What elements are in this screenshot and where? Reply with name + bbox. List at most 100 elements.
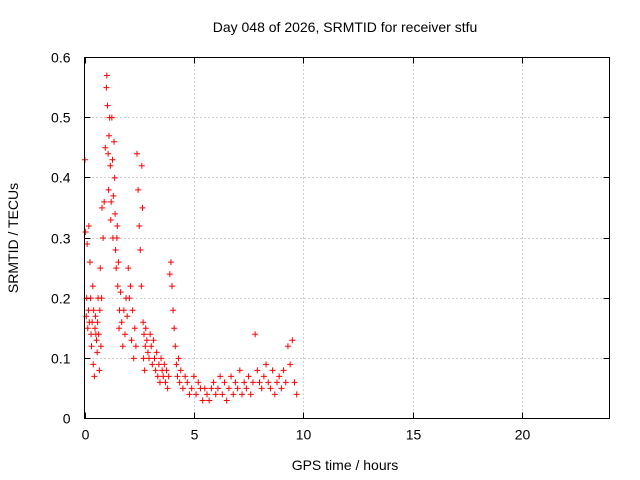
data-point — [103, 72, 110, 79]
y-tick-label: 0 — [63, 411, 71, 427]
x-tick-label: 5 — [191, 427, 199, 443]
data-point — [137, 247, 144, 254]
data-point — [184, 379, 191, 386]
data-point — [100, 235, 107, 241]
data-point — [84, 241, 91, 248]
data-point — [114, 222, 121, 229]
data-point — [103, 84, 110, 91]
plot-frame — [84, 57, 610, 419]
data-point — [121, 331, 128, 338]
data-point — [141, 331, 147, 338]
data-point — [111, 174, 118, 181]
data-point — [190, 373, 197, 380]
data-point — [175, 355, 182, 362]
data-point — [223, 397, 230, 404]
data-point — [217, 373, 224, 380]
data-point — [169, 283, 175, 290]
data-point — [177, 367, 184, 374]
data-point — [116, 325, 123, 332]
data-point — [146, 355, 153, 362]
data-point — [132, 343, 139, 350]
data-point — [199, 397, 206, 404]
data-point — [138, 162, 145, 169]
data-point — [225, 385, 232, 392]
data-point — [201, 385, 208, 392]
data-point — [278, 385, 285, 392]
data-point — [117, 289, 124, 296]
data-point — [109, 156, 116, 163]
data-point — [239, 391, 245, 398]
data-point — [160, 373, 167, 380]
data-point — [130, 355, 137, 362]
data-point — [210, 379, 217, 386]
data-point — [96, 307, 103, 314]
data-point — [204, 391, 210, 398]
data-point — [95, 331, 102, 338]
data-point — [115, 259, 122, 266]
data-point — [128, 337, 135, 344]
data-point — [252, 331, 259, 338]
data-point — [179, 385, 186, 392]
data-point — [112, 210, 119, 217]
data-point — [112, 247, 119, 254]
data-point — [113, 265, 120, 272]
data-point — [156, 379, 163, 386]
data-point — [144, 349, 151, 356]
tick-labels: 0 5 10 15 20 0 0.1 0.2 0.3 0.4 0.5 0.6 — [51, 50, 530, 443]
data-point — [188, 385, 195, 392]
data-point — [280, 367, 287, 374]
data-point — [172, 343, 179, 350]
data-point — [99, 204, 105, 211]
data-point — [289, 337, 296, 344]
data-point — [108, 114, 115, 121]
x-tick-label: 20 — [515, 427, 531, 443]
data-point — [85, 307, 92, 314]
data-point — [236, 367, 243, 374]
x-tick-label: 0 — [82, 427, 90, 443]
data-point — [124, 313, 131, 320]
data-point — [260, 373, 267, 380]
axis-ticks — [84, 57, 610, 419]
y-tick-label: 0.1 — [51, 351, 71, 367]
data-point — [263, 361, 270, 368]
data-point — [219, 391, 226, 398]
data-point — [158, 355, 165, 362]
data-point — [241, 379, 248, 386]
data-point — [105, 186, 112, 193]
data-point — [153, 349, 160, 356]
x-tick-label: 10 — [296, 427, 312, 443]
data-point — [232, 379, 239, 386]
data-point — [267, 385, 274, 392]
data-point — [86, 259, 93, 266]
data-point — [118, 319, 125, 326]
data-point — [141, 367, 148, 374]
data-point — [249, 379, 256, 386]
data-point — [140, 319, 147, 326]
data-point — [143, 337, 150, 344]
data-point — [256, 379, 263, 386]
data-point — [265, 379, 272, 386]
data-point — [101, 198, 108, 205]
data-point — [230, 391, 237, 398]
data-point — [293, 391, 300, 398]
data-point — [97, 265, 104, 272]
y-tick-label: 0.5 — [51, 110, 71, 126]
y-tick-label: 0.3 — [51, 231, 71, 247]
data-point — [150, 337, 157, 344]
data-point — [89, 319, 96, 326]
data-points — [81, 72, 300, 404]
data-point — [107, 162, 114, 169]
data-point — [108, 198, 115, 205]
data-point — [94, 349, 101, 356]
data-point — [284, 343, 291, 350]
y-tick-label: 0.6 — [51, 50, 71, 66]
data-point — [245, 373, 252, 380]
data-point — [228, 373, 235, 380]
data-point — [91, 373, 98, 380]
data-point — [212, 391, 219, 398]
data-point — [148, 343, 155, 350]
data-point — [161, 361, 168, 368]
data-point — [162, 379, 169, 386]
data-point — [193, 391, 200, 398]
